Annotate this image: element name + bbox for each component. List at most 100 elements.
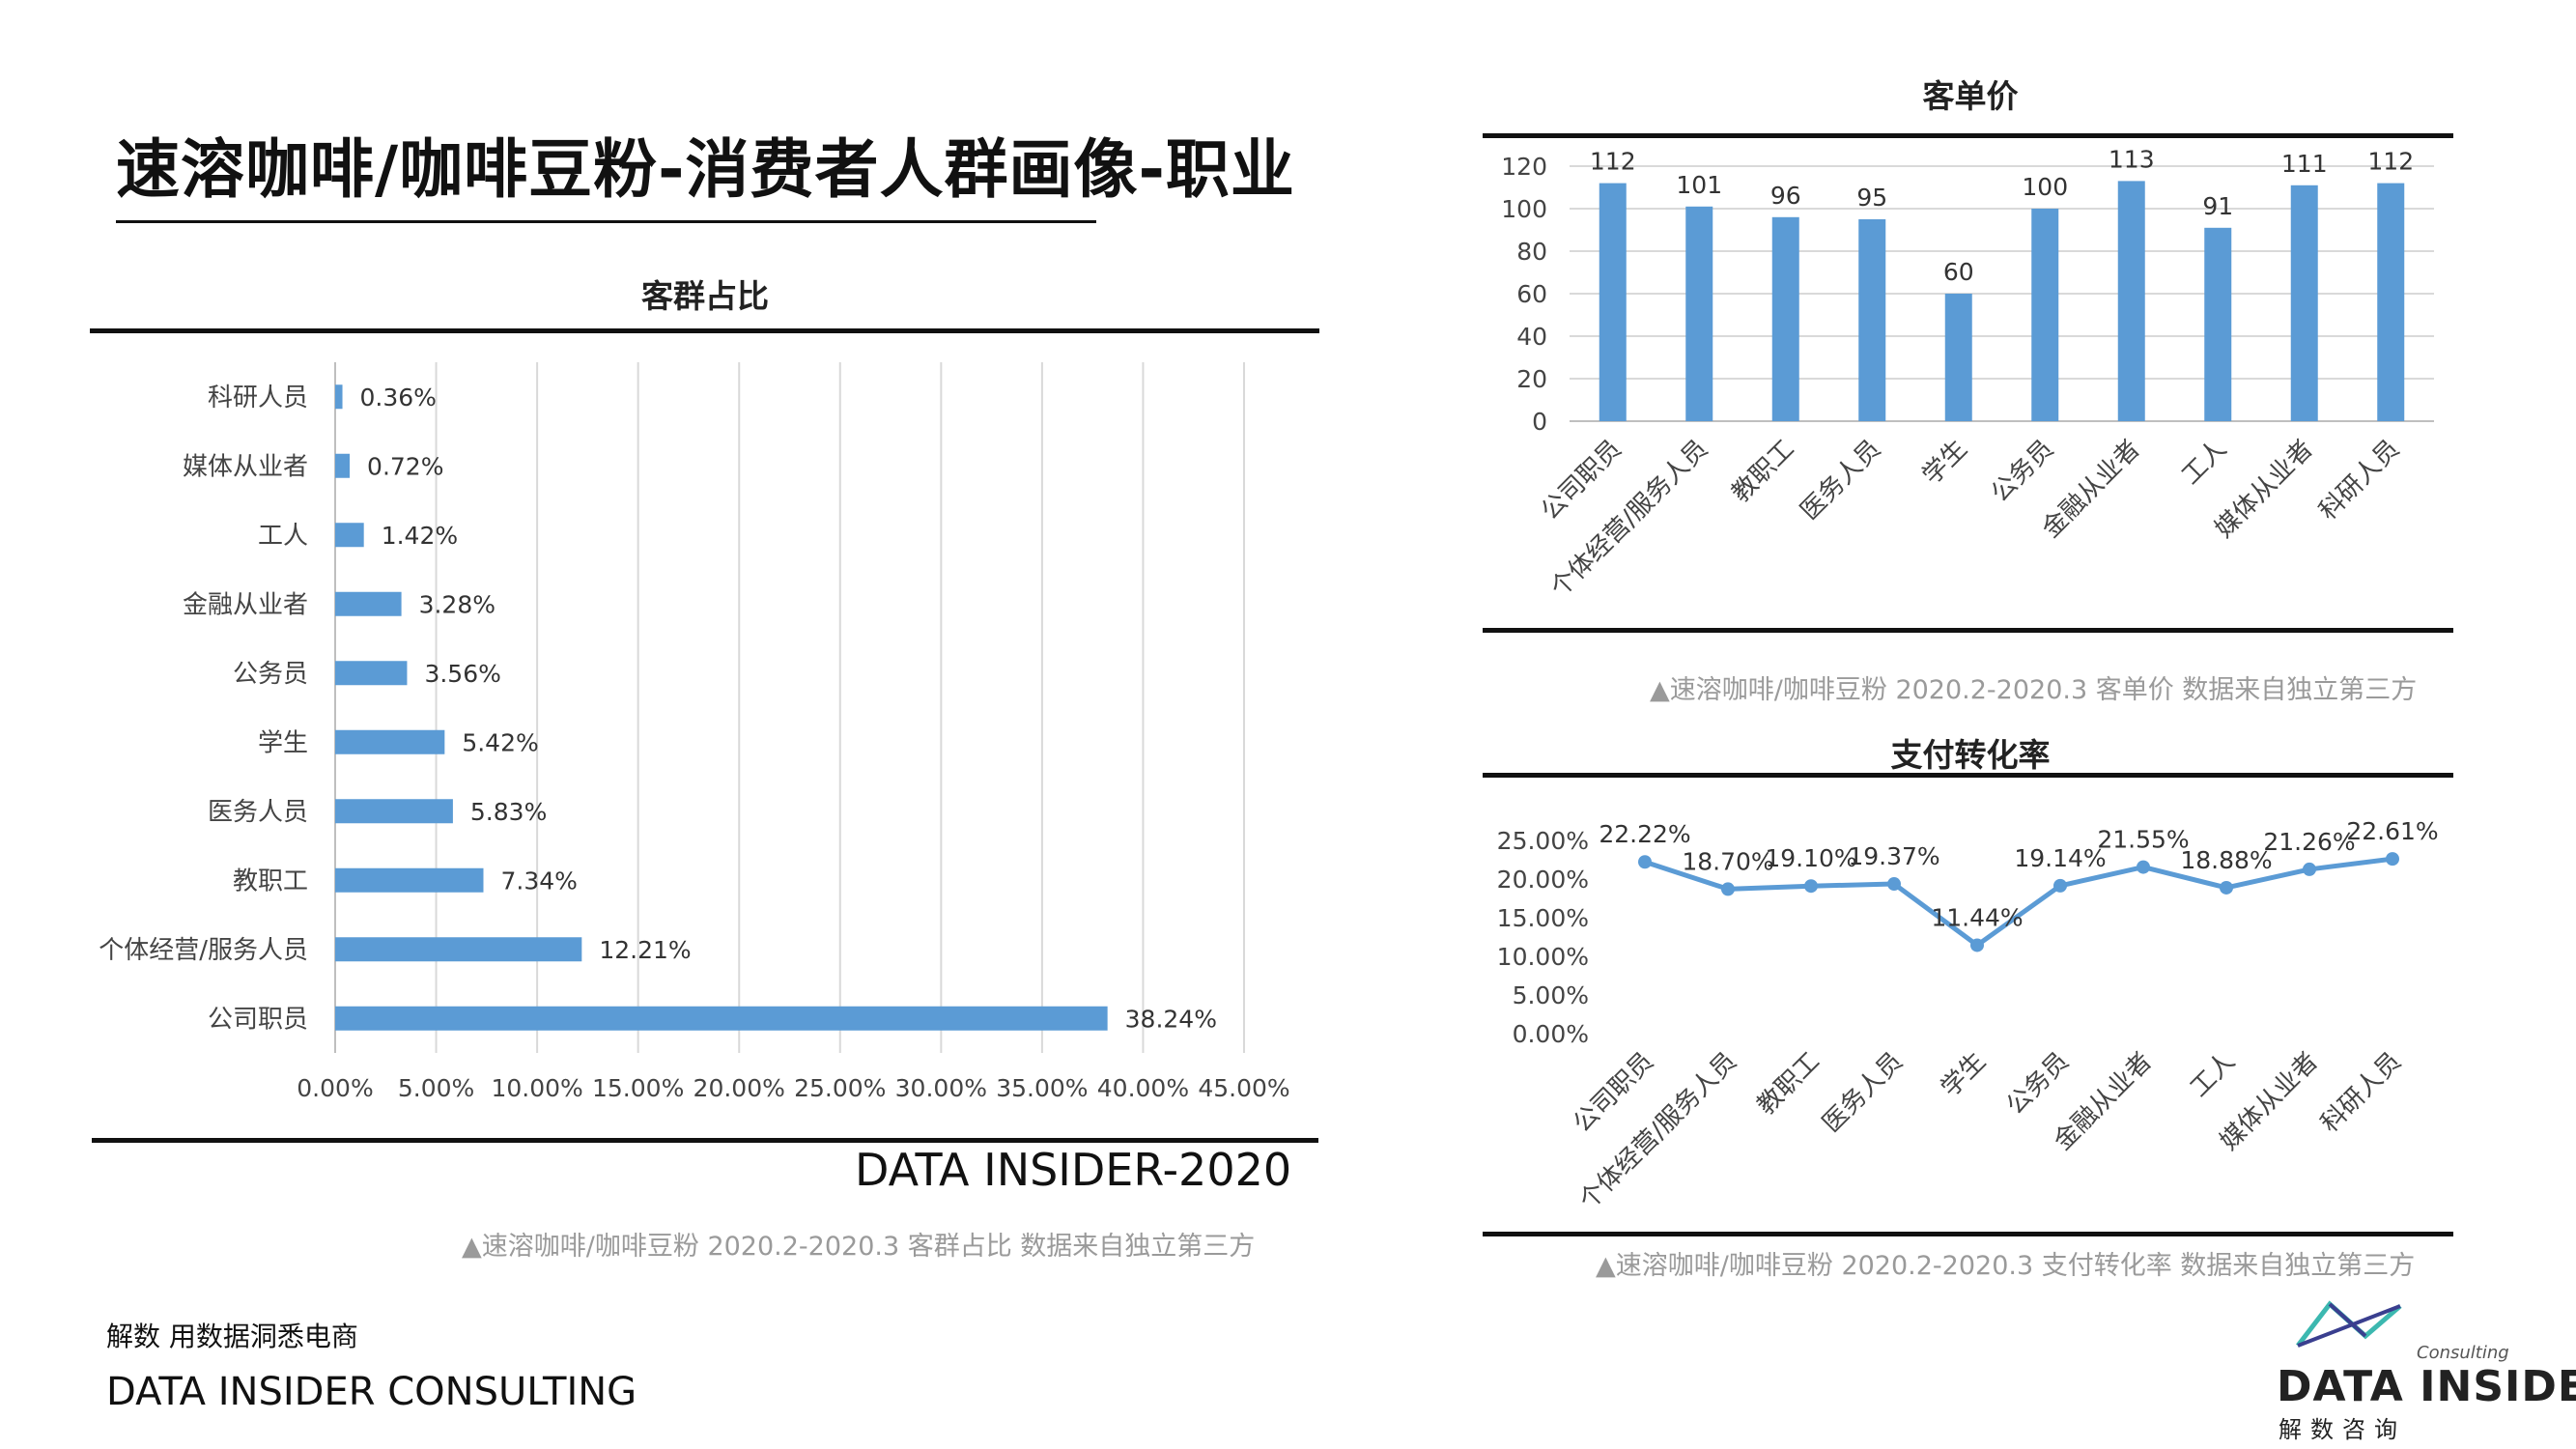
category-label: 媒体从业者 bbox=[183, 452, 308, 481]
share-top-rule bbox=[90, 328, 1319, 333]
data-label: 3.28% bbox=[419, 590, 495, 618]
title-underline bbox=[116, 220, 1096, 223]
y-tick-label: 5.00% bbox=[1513, 981, 1589, 1009]
data-point bbox=[2053, 878, 2067, 893]
conversion-source-note: ▲速溶咖啡/咖啡豆粉 2020.2-2020.3 支付转化率 数据来自独立第三方 bbox=[1596, 1251, 2416, 1281]
category-label: 科研人员 bbox=[2315, 1047, 2407, 1139]
category-label: 金融从业者 bbox=[183, 590, 308, 619]
logo-mark-icon bbox=[2296, 1300, 2402, 1348]
price-chart-title: 客单价 bbox=[1922, 77, 2019, 115]
data-label: 113 bbox=[2109, 145, 2155, 173]
data-label: 3.56% bbox=[424, 660, 500, 688]
y-tick-label: 40 bbox=[1516, 323, 1547, 351]
bar bbox=[335, 453, 351, 478]
share-bottom-rule bbox=[92, 1138, 1318, 1143]
x-tick-label: 10.00% bbox=[491, 1074, 582, 1102]
bar bbox=[335, 384, 343, 410]
data-point bbox=[2220, 880, 2233, 895]
category-label: 公司职员 bbox=[208, 1005, 308, 1034]
x-tick-label: 45.00% bbox=[1198, 1074, 1289, 1102]
data-label: 112 bbox=[1590, 148, 1636, 176]
data-label: 18.70% bbox=[1682, 847, 1773, 875]
data-label: 12.21% bbox=[599, 936, 691, 964]
x-tick-label: 15.00% bbox=[592, 1074, 684, 1102]
category-label: 教职工 bbox=[233, 867, 308, 895]
x-tick-label: 0.00% bbox=[297, 1074, 373, 1102]
bar bbox=[335, 799, 453, 824]
data-point bbox=[2386, 852, 2399, 867]
category-label: 工人 bbox=[258, 522, 308, 551]
data-label: 18.88% bbox=[2180, 846, 2272, 874]
share-chart-title: 客群占比 bbox=[641, 277, 769, 315]
data-label: 19.14% bbox=[2014, 844, 2106, 872]
data-point bbox=[1721, 882, 1735, 896]
data-insider-logo: Consulting DATA INSIDER 解数咨询 bbox=[2257, 1293, 2576, 1443]
category-label: 学生 bbox=[1936, 1047, 1992, 1103]
bar bbox=[1599, 183, 1627, 421]
data-point bbox=[1970, 938, 1984, 952]
x-tick-label: 40.00% bbox=[1097, 1074, 1189, 1102]
series-line bbox=[1644, 856, 2393, 948]
page-title: 速溶咖啡/咖啡豆粉-消费者人群画像-职业 bbox=[116, 132, 1295, 207]
bar bbox=[1685, 206, 1713, 421]
data-point bbox=[1887, 877, 1901, 892]
y-tick-label: 10.00% bbox=[1497, 943, 1589, 971]
x-tick-label: 25.00% bbox=[794, 1074, 886, 1102]
data-label: 112 bbox=[2367, 148, 2414, 176]
data-label: 5.42% bbox=[462, 728, 538, 756]
data-label: 101 bbox=[1676, 171, 1722, 199]
data-label: 22.61% bbox=[2346, 817, 2438, 845]
bar bbox=[335, 937, 582, 962]
y-tick-label: 60 bbox=[1516, 280, 1547, 308]
data-label: 22.22% bbox=[1599, 820, 1690, 848]
bar bbox=[1858, 219, 1886, 421]
category-label: 工人 bbox=[2185, 1047, 2241, 1103]
category-label: 个体经营/服务人员 bbox=[99, 936, 308, 965]
bar bbox=[2031, 209, 2059, 421]
price-bottom-rule bbox=[1483, 628, 2453, 633]
data-label: 111 bbox=[2281, 150, 2328, 178]
price-top-rule bbox=[1483, 133, 2453, 138]
bar bbox=[335, 523, 364, 548]
category-label: 公务员 bbox=[2001, 1047, 2075, 1121]
data-label: 0.36% bbox=[360, 384, 437, 412]
data-point bbox=[1638, 855, 1652, 869]
data-label: 19.10% bbox=[1765, 844, 1856, 872]
bar bbox=[335, 867, 484, 893]
data-label: 38.24% bbox=[1125, 1005, 1217, 1033]
x-tick-label: 20.00% bbox=[694, 1074, 785, 1102]
y-tick-label: 100 bbox=[1501, 195, 1547, 223]
conversion-chart-title: 支付转化率 bbox=[1890, 736, 2051, 774]
data-point bbox=[2137, 860, 2150, 874]
category-label: 个体经营/服务人员 bbox=[1573, 1047, 1741, 1215]
bar bbox=[2290, 185, 2318, 421]
conversion-top-rule bbox=[1483, 773, 2453, 778]
bar bbox=[335, 591, 402, 616]
x-tick-label: 35.00% bbox=[996, 1074, 1088, 1102]
data-label: 95 bbox=[1856, 184, 1887, 212]
category-label: 教职工 bbox=[1752, 1047, 1826, 1121]
data-label: 0.72% bbox=[367, 452, 443, 480]
x-tick-label: 5.00% bbox=[398, 1074, 474, 1102]
category-label: 医务人员 bbox=[1817, 1047, 1909, 1139]
data-point bbox=[2303, 862, 2316, 876]
data-label: 19.37% bbox=[1848, 842, 1939, 870]
bar bbox=[335, 661, 408, 686]
y-tick-label: 0 bbox=[1532, 408, 1547, 436]
x-tick-label: 30.00% bbox=[895, 1074, 987, 1102]
bar bbox=[2204, 227, 2232, 421]
data-label: 60 bbox=[1943, 258, 1974, 286]
data-insider-year: DATA INSIDER-2020 bbox=[855, 1144, 1292, 1196]
bar bbox=[1771, 216, 1799, 421]
logo-consulting: Consulting bbox=[2417, 1343, 2509, 1363]
share-source-note: ▲速溶咖啡/咖啡豆粉 2020.2-2020.3 客群占比 数据来自独立第三方 bbox=[462, 1232, 1256, 1262]
data-label: 96 bbox=[1770, 182, 1801, 210]
y-tick-label: 20.00% bbox=[1497, 866, 1589, 894]
y-tick-label: 80 bbox=[1516, 238, 1547, 266]
data-label: 11.44% bbox=[1931, 903, 2023, 931]
price-source-note: ▲速溶咖啡/咖啡豆粉 2020.2-2020.3 客单价 数据来自独立第三方 bbox=[1650, 675, 2418, 705]
y-tick-label: 25.00% bbox=[1497, 827, 1589, 855]
